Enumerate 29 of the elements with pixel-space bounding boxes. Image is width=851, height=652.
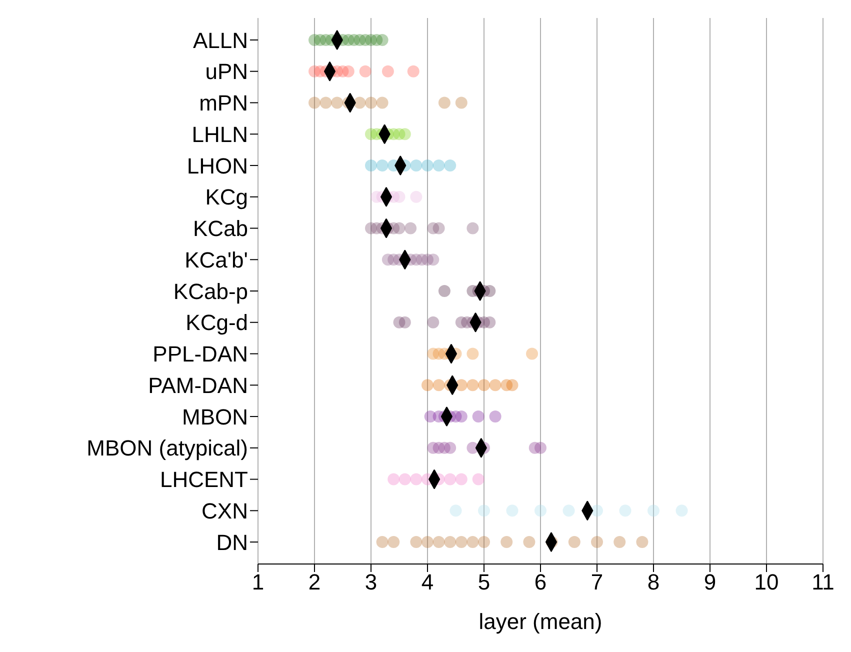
x-tick-label: 9 [704,570,716,595]
x-tick-label: 8 [647,570,660,595]
x-tick-label: 2 [308,570,321,595]
y-tick-label: PAM-DAN [148,372,248,398]
y-tick-label: MBON [182,404,248,430]
y-tick-label: ALLN [192,28,248,53]
y-tick-label: KCg [205,184,248,210]
x-tick-label: 10 [754,570,779,595]
y-tick-label: CXN [202,498,248,524]
y-tick-label: uPN [205,59,248,84]
y-tick-label: PPL-DAN [152,342,248,367]
y-tick-label: LHON [186,153,248,178]
x-tick-label: 1 [252,570,264,595]
x-tick-label: 3 [364,570,378,595]
y-tick-label: KCg-d [186,310,248,336]
x-tick-label: 5 [478,570,490,595]
y-tick-label: mPN [199,90,248,116]
y-tick-label: MBON (atypical) [86,436,248,461]
x-tick-label: 7 [590,570,604,595]
x-axis-title: layer (mean) [478,609,602,634]
y-tick-label: LHLN [192,122,248,147]
y-tick-label: DN [216,530,248,555]
x-tick-label: 11 [812,570,834,595]
x-tick-label: 6 [534,570,547,595]
y-tick-label: KCa'b' [184,247,248,272]
y-tick-label: KCab-p [173,278,248,304]
x-tick-label: 4 [421,570,434,595]
y-tick-label: KCab [192,216,248,242]
y-tick-label: LHCENT [160,467,248,492]
